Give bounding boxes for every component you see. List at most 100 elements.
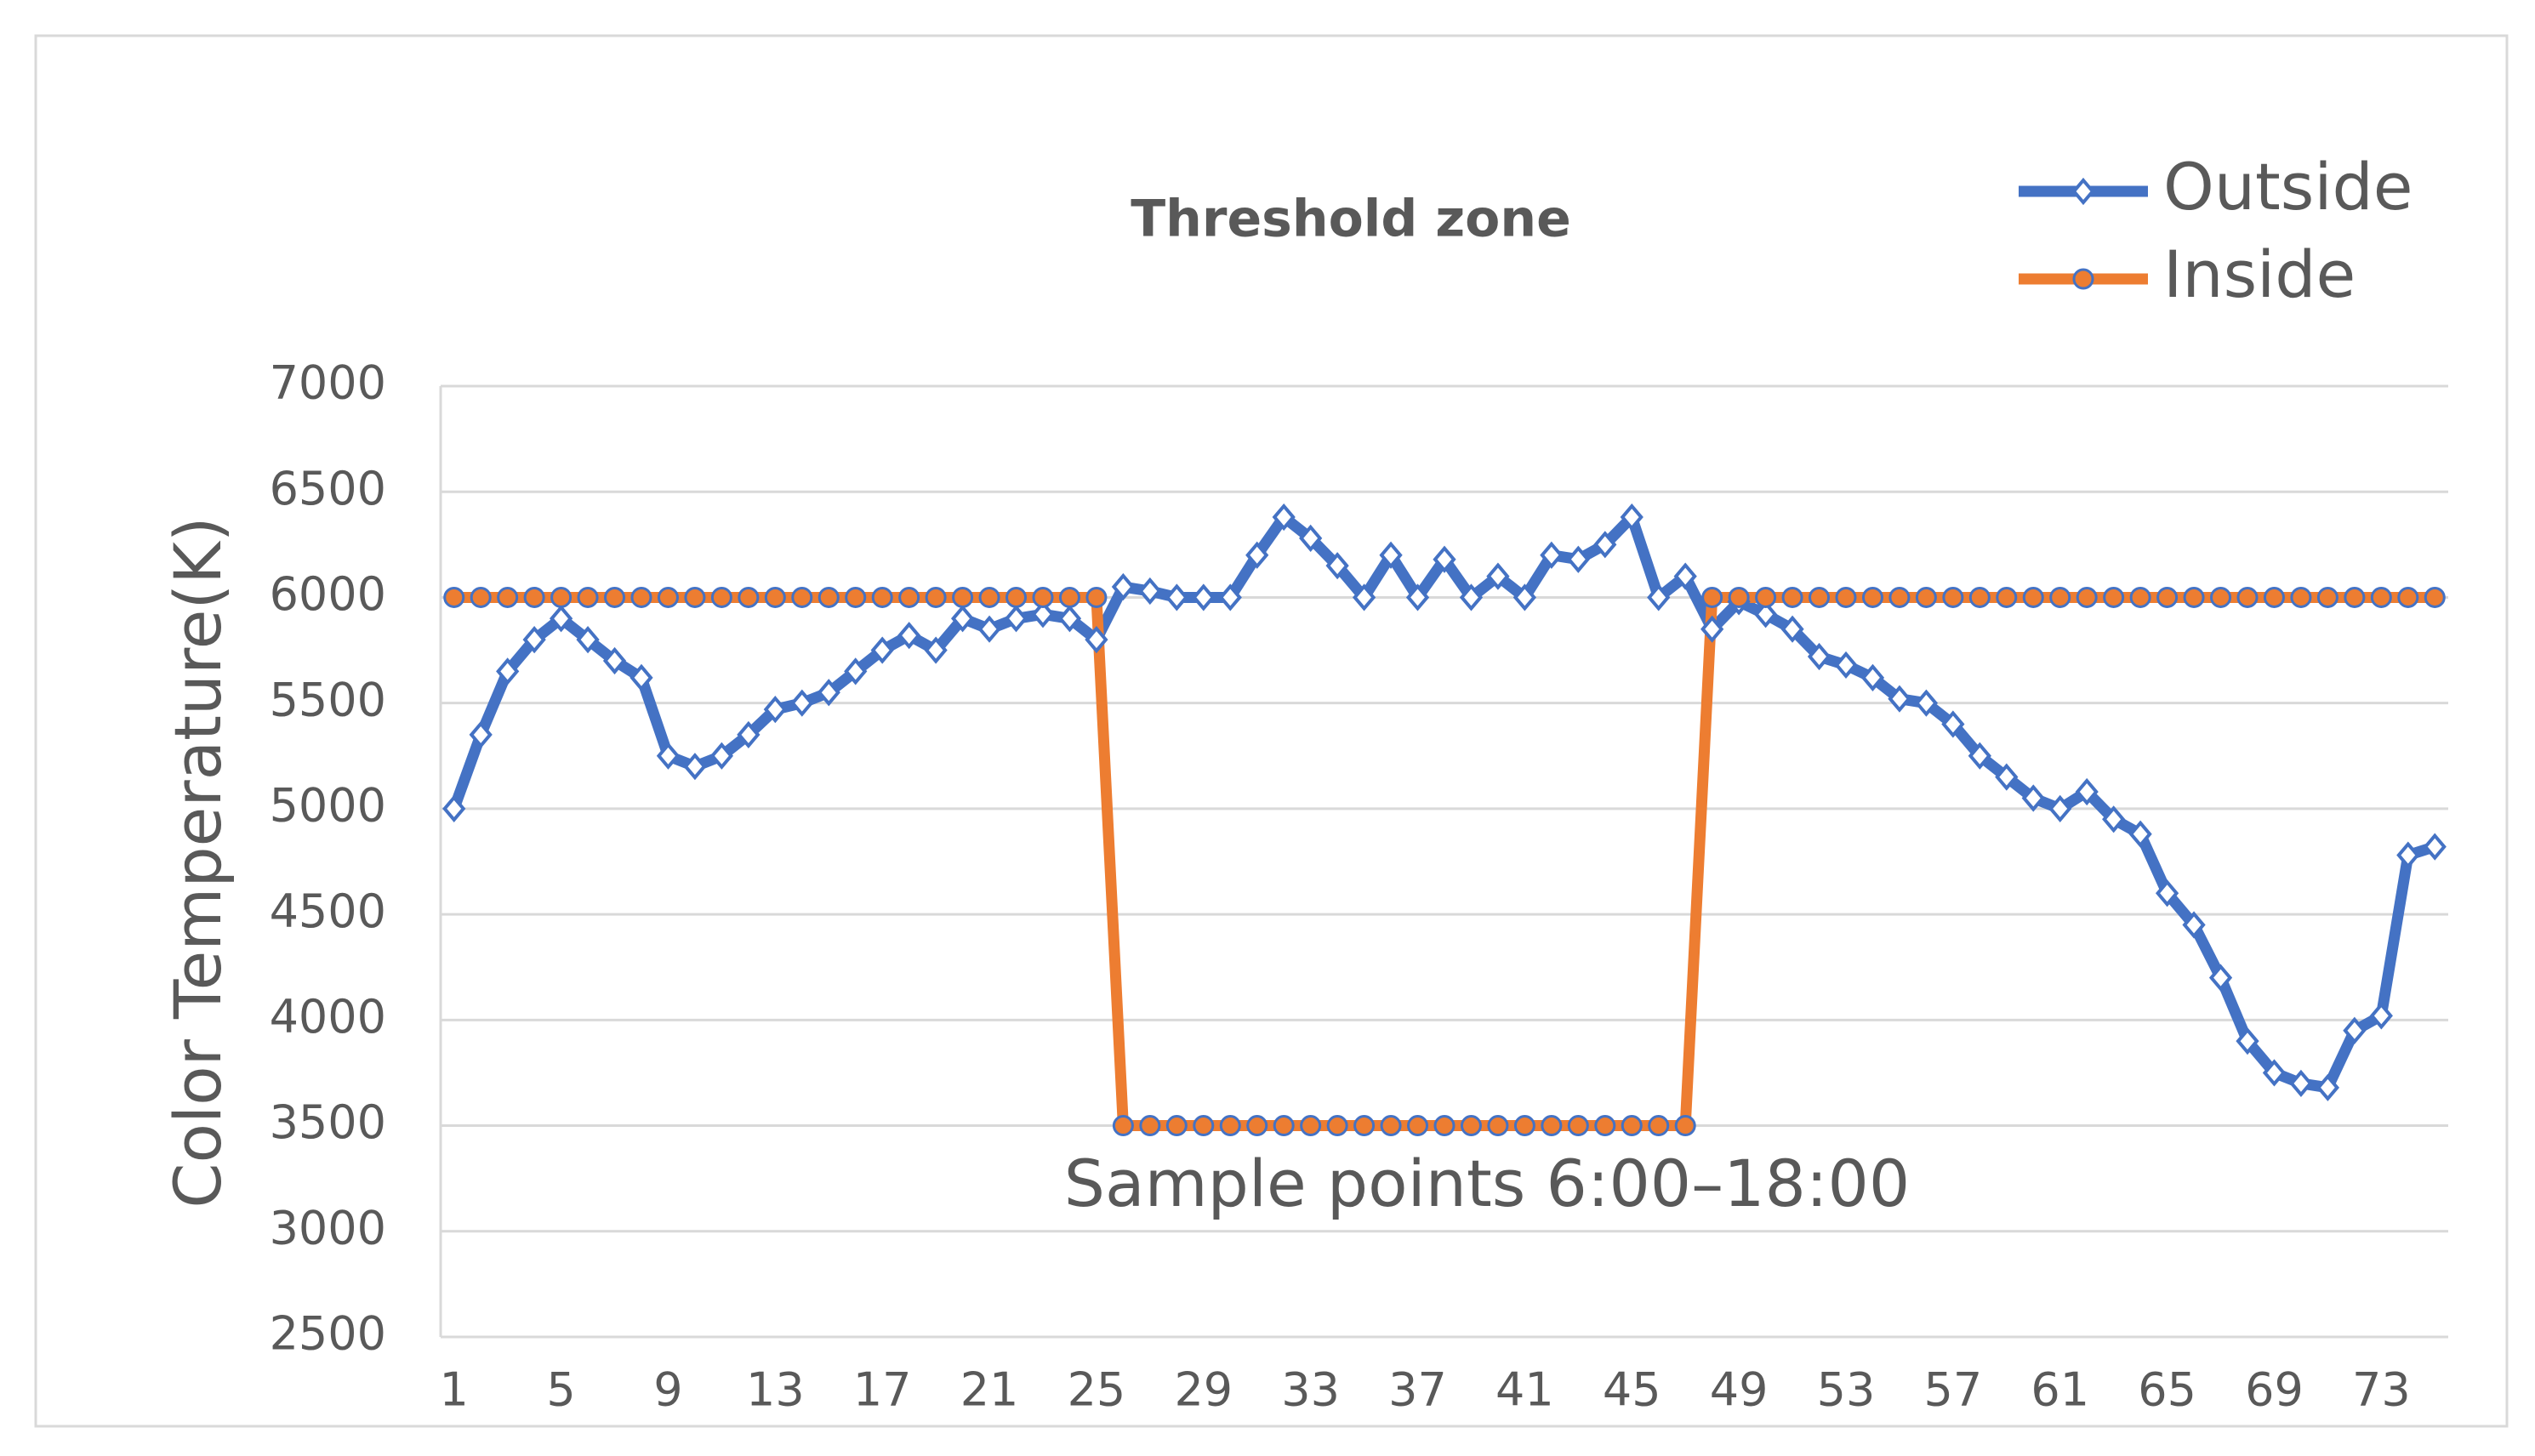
marker <box>2262 1059 2287 1087</box>
marker <box>2210 586 2232 608</box>
marker <box>1995 763 2019 791</box>
annotation: Sample points 6:00–18:00 <box>1064 1146 1910 1221</box>
marker <box>1512 583 1537 611</box>
marker <box>870 636 894 664</box>
marker <box>1193 1115 1215 1137</box>
marker <box>629 663 653 691</box>
marker <box>1352 583 1376 611</box>
marker <box>2182 911 2206 939</box>
marker <box>523 586 545 608</box>
marker <box>602 646 627 675</box>
marker <box>1888 586 1911 608</box>
marker <box>1353 1115 1376 1137</box>
marker <box>2128 820 2152 848</box>
marker <box>924 636 948 664</box>
x-tick-label: 49 <box>1710 1363 1769 1417</box>
marker <box>1486 562 1510 590</box>
y-axis-label: Color Temperature(K) <box>160 516 236 1208</box>
marker <box>925 586 947 608</box>
marker <box>1407 1115 1429 1137</box>
marker <box>2370 586 2392 608</box>
marker <box>817 679 840 707</box>
marker <box>1566 545 1590 573</box>
marker <box>656 742 681 770</box>
marker <box>577 586 599 608</box>
marker <box>1218 583 1242 611</box>
y-tick-label: 6500 <box>270 462 386 515</box>
marker <box>1540 541 1564 569</box>
marker <box>1701 586 1723 608</box>
marker <box>1325 552 1349 580</box>
marker <box>1513 1115 1535 1137</box>
x-tick-label: 5 <box>546 1363 575 1417</box>
marker <box>2423 833 2447 861</box>
marker <box>1860 663 1885 691</box>
y-tick-label: 4000 <box>270 990 386 1044</box>
marker <box>630 586 652 608</box>
marker <box>1809 586 1831 608</box>
marker <box>2316 586 2338 608</box>
marker <box>1139 1115 1161 1137</box>
marker <box>2236 1027 2259 1055</box>
marker <box>576 626 600 654</box>
x-tick-label: 25 <box>1068 1363 1126 1417</box>
marker <box>1245 541 1269 569</box>
marker <box>897 622 921 650</box>
marker <box>2290 586 2312 608</box>
x-tick-label: 29 <box>1174 1363 1233 1417</box>
chart-title: Threshold zone <box>1131 190 1571 249</box>
y-tick-label: 3000 <box>270 1201 386 1254</box>
marker <box>1861 586 1883 608</box>
marker <box>845 586 867 608</box>
marker <box>2316 1073 2340 1101</box>
marker <box>2397 586 2419 608</box>
marker <box>1700 615 1724 643</box>
marker <box>737 720 760 749</box>
marker <box>871 586 893 608</box>
marker <box>2075 777 2099 806</box>
marker <box>2156 586 2179 608</box>
marker <box>1219 1115 1241 1137</box>
marker <box>2071 177 2095 206</box>
marker <box>496 657 520 685</box>
marker <box>469 720 493 749</box>
marker <box>1459 583 1484 611</box>
marker <box>898 586 920 608</box>
marker <box>2155 879 2179 907</box>
marker <box>1165 1115 1188 1137</box>
x-tick-label: 69 <box>2245 1363 2304 1417</box>
y-tick-label: 7000 <box>270 356 386 410</box>
marker <box>684 586 706 608</box>
y-tick-label: 4500 <box>270 884 386 938</box>
x-tick-label: 33 <box>1281 1363 1340 1417</box>
marker <box>1405 583 1430 611</box>
marker <box>1111 572 1136 601</box>
marker <box>2289 1069 2313 1097</box>
marker <box>1004 605 1028 633</box>
x-tick-label: 45 <box>1603 1363 1661 1417</box>
y-tick-label: 2500 <box>270 1307 386 1361</box>
marker <box>1433 1115 1455 1137</box>
marker <box>1005 586 1028 608</box>
marker <box>2049 586 2071 608</box>
marker <box>1433 545 1456 573</box>
marker <box>2072 268 2094 290</box>
marker <box>817 586 840 608</box>
marker <box>1165 583 1188 611</box>
marker <box>550 586 573 608</box>
marker <box>442 794 466 822</box>
y-tick-label: 5500 <box>270 673 386 726</box>
marker <box>1085 626 1108 654</box>
x-tick-label: 61 <box>2031 1363 2089 1417</box>
marker <box>1326 1115 1348 1137</box>
marker <box>764 586 786 608</box>
marker <box>1621 1115 1643 1137</box>
marker <box>497 586 519 608</box>
marker <box>1780 615 1804 643</box>
marker <box>2022 586 2044 608</box>
marker <box>1300 1115 1322 1137</box>
marker <box>2021 784 2045 812</box>
marker <box>1835 586 1857 608</box>
